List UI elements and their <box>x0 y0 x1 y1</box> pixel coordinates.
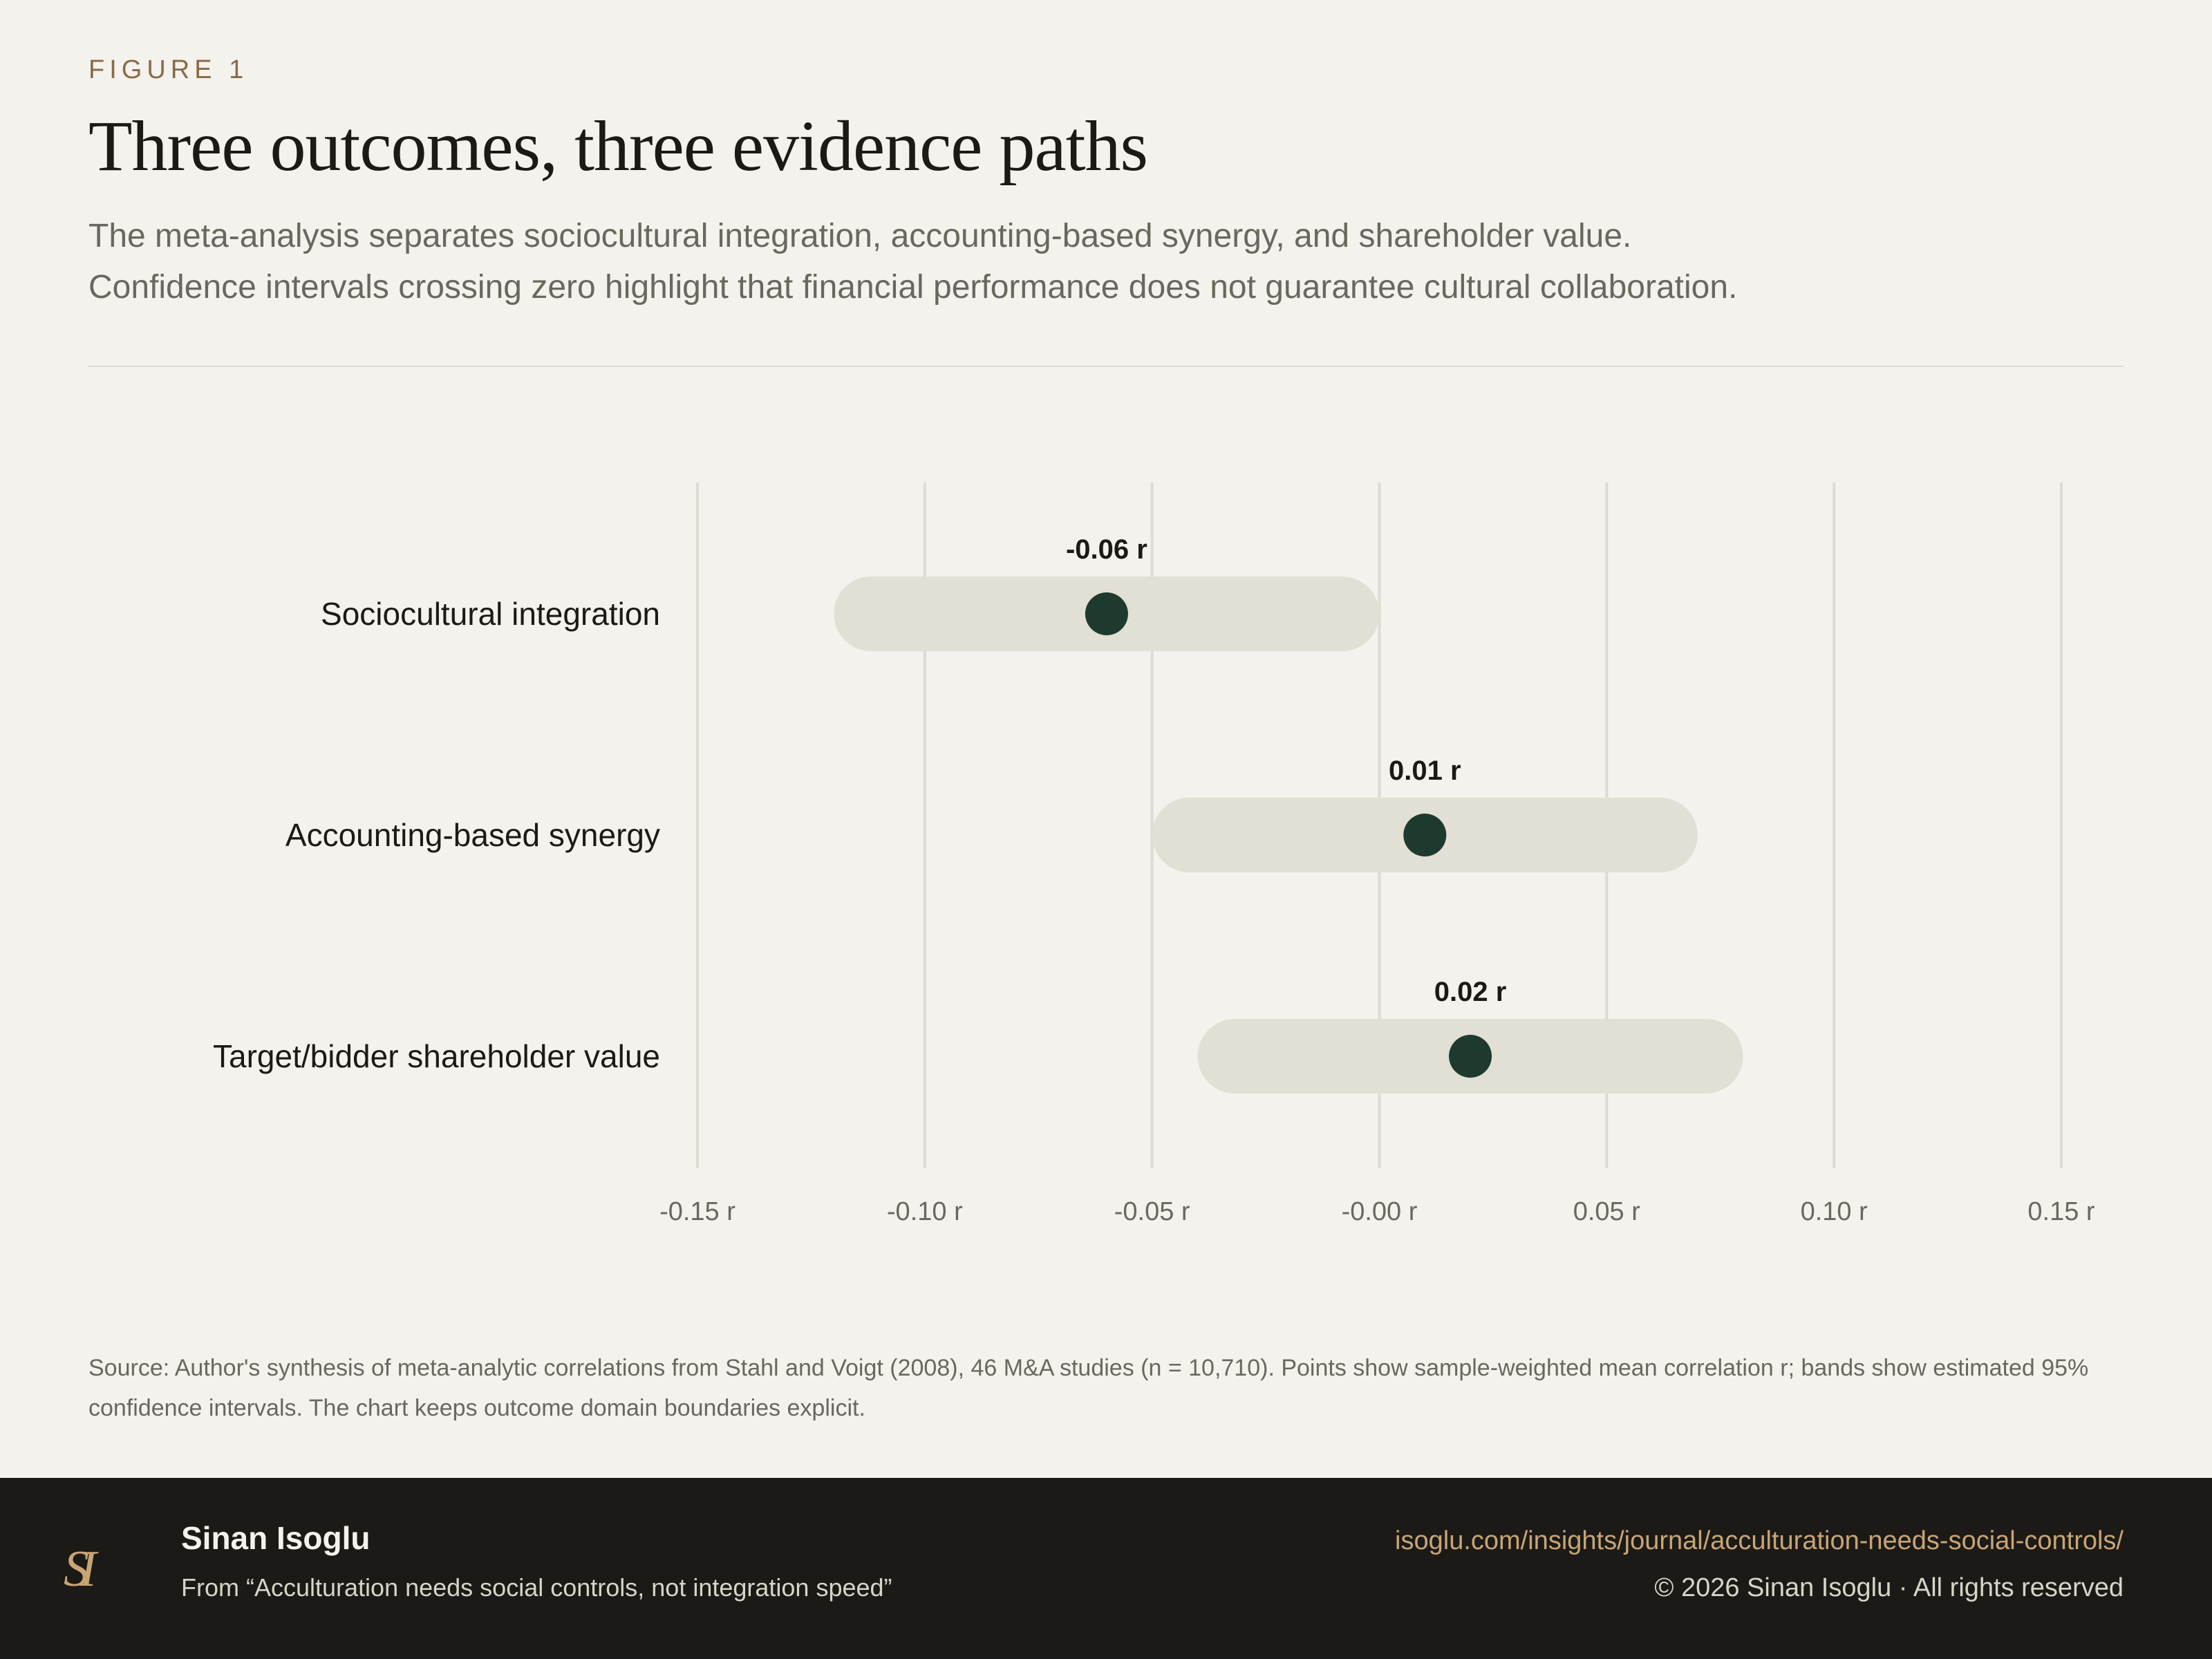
footer-copyright: © 2026 Sinan Isoglu · All rights reserve… <box>1654 1573 2124 1602</box>
mean-point <box>1085 592 1128 635</box>
x-tick-label: -0.10 r <box>887 1197 963 1226</box>
forest-chart: -0.15 r -0.10 r -0.05 r -0.00 r 0.05 r 0.10 r… <box>213 482 2095 1226</box>
row-label: Accounting-based synergy <box>285 817 660 853</box>
x-tick-label: -0.05 r <box>1114 1197 1190 1226</box>
footer-author: Sinan Isoglu <box>181 1520 371 1556</box>
mean-point <box>1449 1035 1492 1078</box>
x-tick-label: -0.00 r <box>1342 1197 1418 1226</box>
footer-url[interactable]: isoglu.com/insights/journal/acculturatio… <box>1395 1526 2124 1555</box>
source-note: Source: Author's synthesis of meta-analy… <box>88 1355 2089 1421</box>
row-label: Target/bidder shareholder value <box>213 1038 660 1074</box>
subtitle-line-2: Confidence intervals crossing zero highl… <box>88 269 1738 306</box>
figure-eyebrow: FIGURE 1 <box>88 55 249 84</box>
value-label: 0.02 r <box>1434 977 1507 1007</box>
brand-logo: SI <box>64 1541 97 1597</box>
row-label: Sociocultural integration <box>321 596 660 632</box>
mean-point <box>1403 814 1447 856</box>
value-label: -0.06 r <box>1066 534 1147 565</box>
header-divider <box>88 366 2124 367</box>
footer-article-reference: From “Acculturation needs social control… <box>181 1573 892 1602</box>
value-label: 0.01 r <box>1389 756 1461 786</box>
x-tick-label: 0.15 r <box>2027 1197 2095 1226</box>
x-tick-label: 0.05 r <box>1573 1197 1641 1226</box>
x-tick-label: -0.15 r <box>659 1197 735 1226</box>
x-tick-label: 0.10 r <box>1801 1197 1868 1226</box>
figure-title: Three outcomes, three evidence paths <box>88 106 1148 186</box>
subtitle-line-1: The meta-analysis separates sociocultura… <box>88 218 1632 254</box>
footer: SI Sinan Isoglu From “Acculturation need… <box>0 1478 2212 1659</box>
figure-subtitle: The meta-analysis separates sociocultura… <box>88 211 2124 313</box>
